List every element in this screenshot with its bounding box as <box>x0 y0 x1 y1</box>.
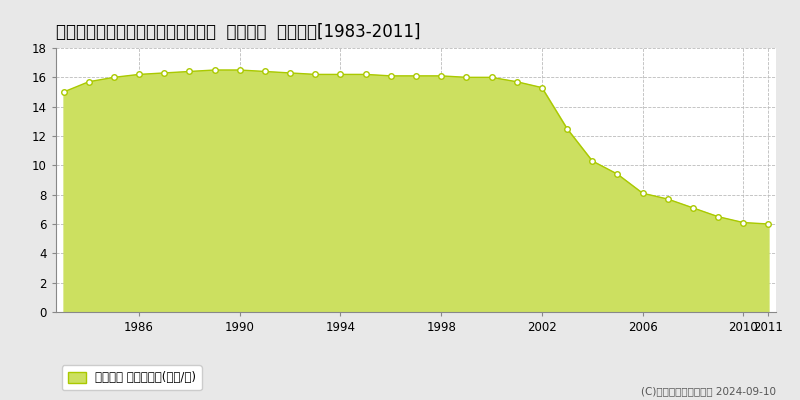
Text: 宮城県石巻市川口町２丁目３７番５  地価公示  地価推移[1983-2011]: 宮城県石巻市川口町２丁目３７番５ 地価公示 地価推移[1983-2011] <box>56 23 421 41</box>
Legend: 地価公示 平均坪単価(万円/坪): 地価公示 平均坪単価(万円/坪) <box>62 366 202 390</box>
Text: (C)土地価格ドットコム 2024-09-10: (C)土地価格ドットコム 2024-09-10 <box>641 386 776 396</box>
